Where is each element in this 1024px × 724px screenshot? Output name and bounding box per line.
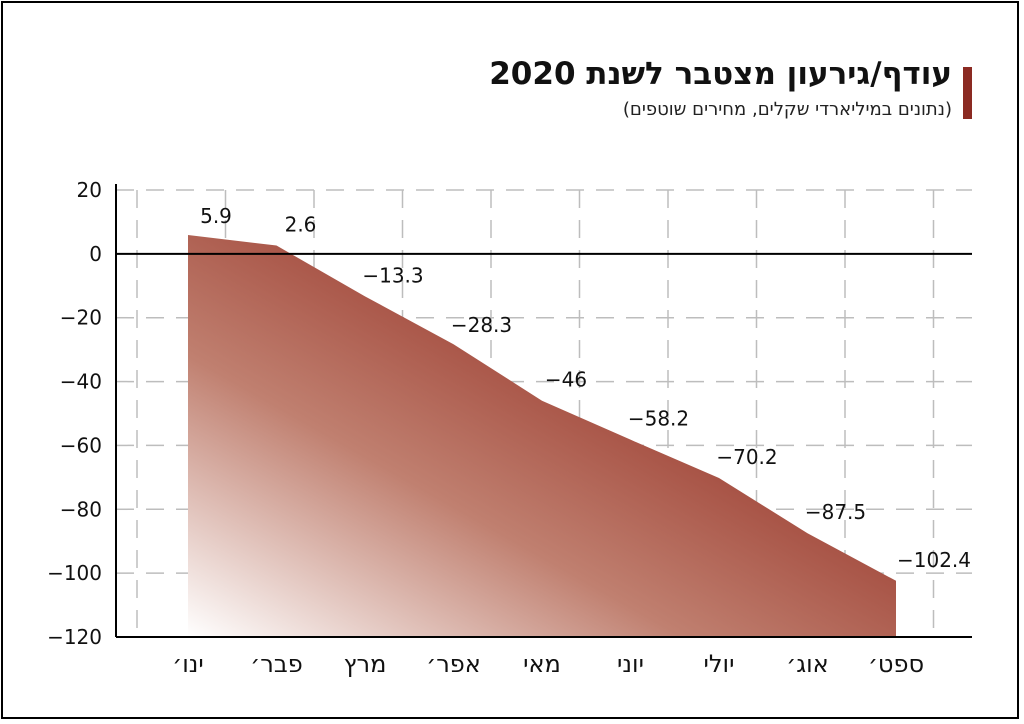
data-label: −70.2 xyxy=(716,445,777,469)
y-tick-label: −60 xyxy=(60,433,102,457)
data-label: −87.5 xyxy=(805,500,866,524)
data-label: −46 xyxy=(545,368,587,392)
data-label: 5.9 xyxy=(200,204,232,228)
data-label: −28.3 xyxy=(451,313,512,337)
data-label: 2.6 xyxy=(285,213,317,237)
area-layer xyxy=(188,235,896,637)
x-tick-label: מרץ xyxy=(344,650,387,678)
y-tick-label: −20 xyxy=(60,306,102,330)
chart-title: עודף/גירעון מצטבר לשנת 2020 xyxy=(489,56,952,92)
y-tick-label: −80 xyxy=(60,497,102,521)
chart-subtitle: (נתונים במיליארדי שקלים, מחירים שוטפים) xyxy=(622,99,952,120)
x-tick-label: ינו׳ xyxy=(172,650,204,678)
x-tick-label: פבר׳ xyxy=(250,650,302,678)
data-label: −13.3 xyxy=(362,263,423,287)
x-tick-label: אוג׳ xyxy=(786,650,828,678)
y-tick-label: −100 xyxy=(47,561,102,585)
label-layer: 20 0 −20 −40 −60 −80 −100 −120 ינו׳ פבר׳ מרץ אפר׳ מא… xyxy=(47,178,971,678)
y-tick-label: 0 xyxy=(89,242,102,266)
x-tick-label: ספט׳ xyxy=(868,650,924,678)
series-area xyxy=(188,235,896,637)
axis-layer xyxy=(115,184,972,638)
data-label: −102.4 xyxy=(897,548,971,572)
x-tick-label: יוני xyxy=(617,650,644,678)
y-tick-label: 20 xyxy=(77,178,102,202)
title-accent-bar xyxy=(963,67,972,119)
data-label: −58.2 xyxy=(628,407,689,431)
x-tick-label: אפר׳ xyxy=(426,650,481,678)
y-tick-label: −120 xyxy=(47,625,102,649)
y-tick-label: −40 xyxy=(60,370,102,394)
x-tick-label: יולי xyxy=(704,650,735,678)
x-tick-label: מאי xyxy=(523,650,561,678)
